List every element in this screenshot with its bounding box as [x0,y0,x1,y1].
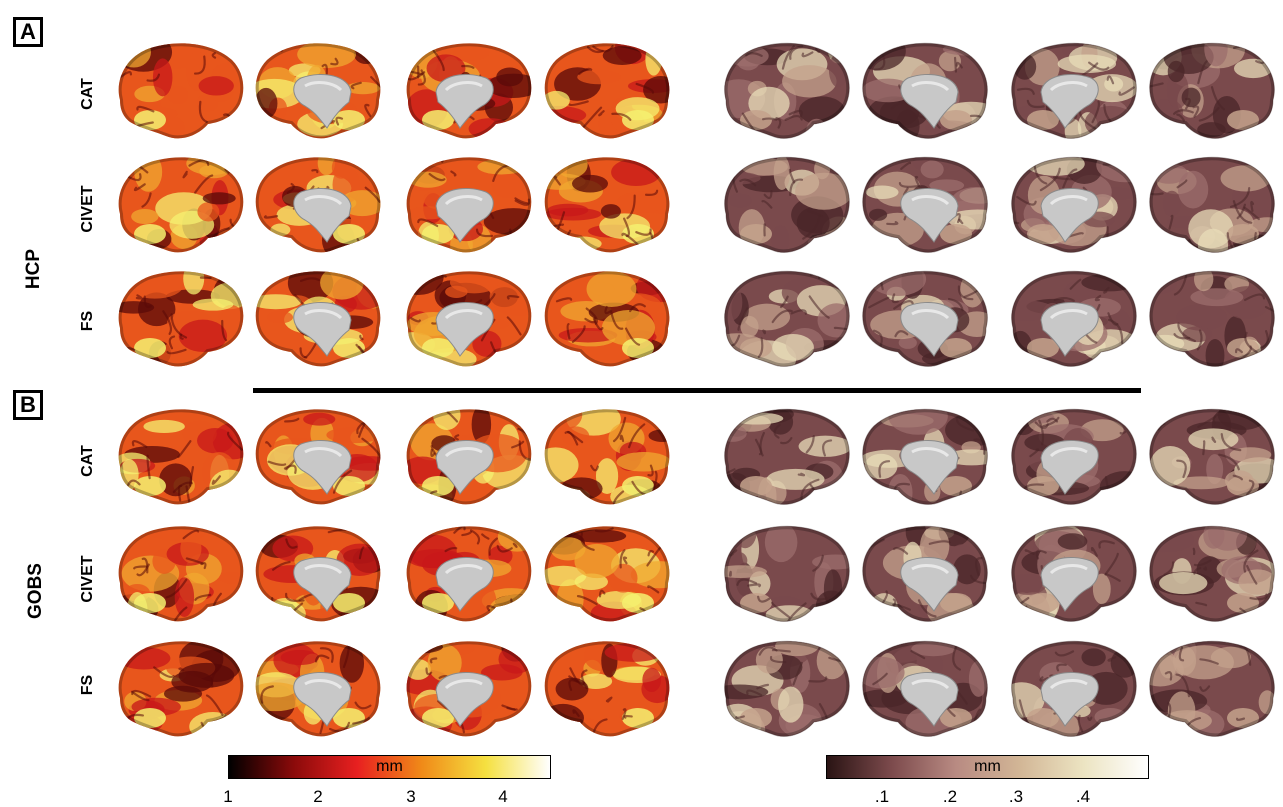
brain-lateral-left-thickness-sd-gobs-fs [724,640,850,737]
colorbar-tick: 2 [313,787,323,806]
brain-medial-left-thickness-sd-hcp-civet [862,156,988,253]
brain-lateral-right-thickness-sd-gobs-fs [1149,640,1275,737]
brain-lateral-left-mean-thickness-gobs-fs [118,641,244,737]
panel-divider [253,388,1141,393]
brain-medial-left-mean-thickness-gobs-cat [255,409,381,505]
colorbar-title: mm [376,758,403,775]
row-label-hcp-cat: CAT [79,78,96,110]
brain-lateral-right-mean-thickness-gobs-civet [544,526,670,622]
brain-lateral-right-mean-thickness-hcp-cat [544,43,670,139]
brain-lateral-left-thickness-sd-gobs-cat [724,408,850,505]
brain-medial-left-thickness-sd-hcp-cat [862,42,988,139]
brain-medial-right-mean-thickness-hcp-fs [406,271,532,367]
brain-medial-left-mean-thickness-hcp-fs [255,271,381,367]
colorbar-tick: .4 [1075,787,1091,806]
brain-medial-left-thickness-sd-hcp-fs [862,270,988,367]
row-label-gobs-fs: FS [79,674,96,696]
brain-medial-right-thickness-sd-hcp-civet [1011,156,1137,253]
brain-medial-left-thickness-sd-gobs-civet [862,525,988,622]
brain-lateral-right-mean-thickness-gobs-cat [544,409,670,505]
row-label-hcp-civet: CIVET [79,185,96,233]
brain-medial-right-mean-thickness-gobs-civet [406,526,532,622]
brain-medial-right-thickness-sd-gobs-fs [1011,640,1137,737]
brain-medial-right-mean-thickness-hcp-civet [406,157,532,253]
brain-medial-left-thickness-sd-gobs-cat [862,408,988,505]
colorbar-tick: 4 [498,787,508,806]
colorbar-tick: .3 [1008,787,1024,806]
row-label-gobs-civet: CIVET [79,555,96,603]
brain-medial-left-mean-thickness-hcp-cat [255,43,381,139]
brain-lateral-right-thickness-sd-hcp-fs [1149,270,1275,367]
brain-lateral-left-thickness-sd-hcp-fs [724,270,850,367]
brain-lateral-left-mean-thickness-hcp-fs [118,271,244,367]
brain-medial-left-mean-thickness-gobs-civet [255,526,381,622]
colorbar-title: mm [974,758,1001,775]
brain-lateral-right-thickness-sd-hcp-cat [1149,42,1275,139]
brain-medial-left-mean-thickness-hcp-civet [255,157,381,253]
panel-label-b: B [13,390,43,420]
colorbar-tick: .1 [874,787,890,806]
panel-label-a: A [13,17,43,47]
brain-lateral-left-thickness-sd-hcp-civet [724,156,850,253]
brain-lateral-left-thickness-sd-gobs-civet [724,525,850,622]
colorbar-sd: mm [826,755,1149,779]
brain-medial-right-mean-thickness-gobs-fs [406,641,532,737]
colorbar-tick: 3 [406,787,416,806]
dataset-label-gobs: GOBS [24,563,46,619]
brain-medial-right-thickness-sd-hcp-fs [1011,270,1137,367]
colorbar-tick: 1 [223,787,233,806]
panel-letter: B [20,392,36,417]
brain-medial-right-mean-thickness-gobs-cat [406,409,532,505]
brain-medial-right-thickness-sd-gobs-civet [1011,525,1137,622]
row-label-gobs-cat: CAT [79,445,96,477]
panel-letter: A [20,19,36,44]
brain-medial-right-thickness-sd-gobs-cat [1011,408,1137,505]
row-label-hcp-fs: FS [79,310,96,332]
colorbar-tick: .2 [942,787,958,806]
brain-lateral-left-mean-thickness-hcp-civet [118,157,244,253]
brain-lateral-left-mean-thickness-gobs-civet [118,526,244,622]
brain-lateral-left-mean-thickness-hcp-cat [118,43,244,139]
brain-lateral-right-mean-thickness-gobs-fs [544,641,670,737]
brain-lateral-left-thickness-sd-hcp-cat [724,42,850,139]
dataset-label-hcp: HCP [23,248,45,290]
brain-lateral-right-mean-thickness-hcp-fs [544,271,670,367]
brain-lateral-left-mean-thickness-gobs-cat [118,409,244,505]
brain-lateral-right-thickness-sd-hcp-civet [1149,156,1275,253]
brain-medial-left-mean-thickness-gobs-fs [255,641,381,737]
colorbar-mean: mm [228,755,551,779]
brain-medial-left-thickness-sd-gobs-fs [862,640,988,737]
brain-lateral-right-mean-thickness-hcp-civet [544,157,670,253]
brain-medial-right-thickness-sd-hcp-cat [1011,42,1137,139]
brain-lateral-right-thickness-sd-gobs-civet [1149,525,1275,622]
brain-medial-right-mean-thickness-hcp-cat [406,43,532,139]
brain-lateral-right-thickness-sd-gobs-cat [1149,408,1275,505]
